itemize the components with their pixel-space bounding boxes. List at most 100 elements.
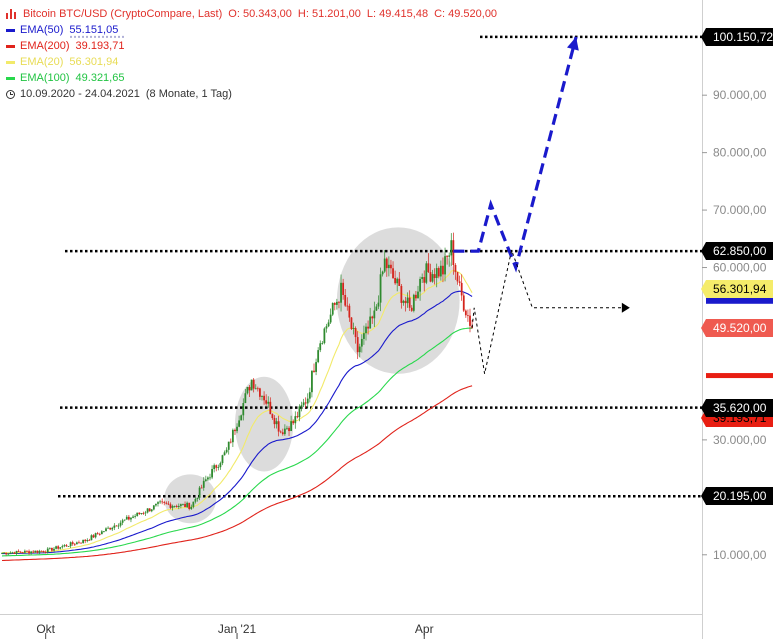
ema100-value: 49.321,65: [75, 72, 125, 84]
candle-body: [134, 515, 137, 517]
legend-period: 10.09.2020 - 24.04.2021 (8 Monate, 1 Tag…: [6, 86, 503, 102]
price-tag-ema50: [706, 297, 773, 304]
candle-body: [142, 513, 145, 514]
candle-body: [42, 551, 45, 553]
candle-body: [333, 303, 336, 305]
candle-body: [381, 271, 384, 275]
candle-body: [385, 258, 388, 269]
candle-body: [242, 403, 245, 416]
instrument-title: Bitcoin BTC/USD (CryptoCompare, Last): [23, 8, 223, 20]
candle-body: [217, 467, 220, 468]
candle-body: [100, 531, 103, 535]
candle-body: [335, 301, 338, 305]
candle-body: [59, 547, 62, 549]
candle-body: [460, 282, 463, 296]
candle-body: [236, 426, 238, 432]
candle-body: [23, 550, 26, 553]
candle-body: [412, 294, 415, 311]
candle-body: [360, 338, 363, 347]
bar-chart-icon: [6, 9, 18, 19]
candle-body: [250, 379, 253, 391]
candle-body: [165, 502, 168, 504]
candle-body: [48, 547, 51, 549]
candle-body: [354, 328, 357, 338]
candle-body: [331, 303, 334, 315]
candle-body: [367, 326, 369, 329]
candle-body: [69, 542, 72, 547]
candle-body: [286, 427, 288, 429]
candle-body: [261, 395, 263, 397]
candlesticks: [1, 232, 473, 556]
candle-body: [340, 282, 342, 303]
price-tag-last: 49.520,00: [701, 318, 773, 337]
candle-body: [21, 552, 24, 554]
candle-body: [417, 291, 419, 299]
candle-body: [304, 402, 307, 404]
candle-body: [65, 545, 68, 547]
candle-body: [273, 418, 276, 425]
ema50-line: [2, 290, 473, 555]
candle-body: [46, 548, 49, 553]
candle-body: [107, 527, 109, 529]
candle-body: [78, 542, 80, 544]
candle-body: [71, 542, 74, 544]
candle-body: [136, 512, 139, 516]
ema50-value: 55.151,05: [69, 24, 119, 36]
candle-body: [44, 552, 47, 553]
candle-body: [196, 497, 199, 499]
candle-body: [105, 528, 107, 532]
candle-body: [254, 388, 257, 390]
candle-body: [275, 421, 278, 425]
candle-body: [256, 388, 259, 390]
candle-body: [311, 370, 313, 393]
candle-body: [119, 522, 122, 526]
forecast-bull-arrowhead: [566, 36, 579, 51]
candle-body: [419, 278, 421, 292]
candle-body: [13, 552, 16, 554]
candle-body: [446, 256, 449, 257]
candle-body: [444, 256, 446, 275]
candle-body: [223, 452, 226, 456]
candle-body: [207, 477, 209, 480]
ema200-label: EMA(200): [20, 40, 70, 52]
candle-body: [317, 350, 320, 363]
candle-body: [244, 393, 247, 404]
candle-body: [383, 258, 386, 272]
candle-body: [313, 370, 315, 372]
candle-body: [346, 305, 349, 307]
candle-body: [75, 542, 78, 545]
candle-body: [103, 531, 105, 533]
candle-body: [92, 535, 95, 538]
candle-body: [204, 479, 207, 481]
candle-body: [3, 552, 5, 554]
candle-body: [365, 326, 367, 334]
candle-body: [34, 550, 37, 553]
candle-body: [267, 401, 270, 404]
candle-body: [363, 333, 365, 339]
candle-body: [400, 285, 403, 303]
candle-body: [150, 509, 153, 512]
candle-body: [454, 265, 457, 273]
candle-body: [379, 274, 382, 303]
candle-body: [342, 282, 345, 296]
candle-body: [57, 546, 60, 549]
candle-body: [96, 533, 99, 535]
candle-body: [190, 506, 193, 509]
candle-body: [9, 552, 12, 554]
candle-body: [375, 306, 378, 311]
y-tick-label: 90.000,00: [713, 88, 767, 102]
candle-body: [111, 527, 114, 530]
candle-body: [296, 416, 299, 418]
candle-body: [157, 502, 159, 504]
candle-body: [315, 362, 317, 372]
price-tag-35620: 35.620,00: [701, 398, 773, 417]
candle-body: [425, 263, 428, 283]
candle-body: [410, 307, 413, 311]
candle-body: [167, 503, 170, 505]
candle-body: [356, 337, 359, 353]
candle-body: [209, 477, 211, 479]
candle-body: [234, 429, 236, 432]
candle-body: [90, 535, 93, 541]
candle-body: [248, 386, 251, 391]
